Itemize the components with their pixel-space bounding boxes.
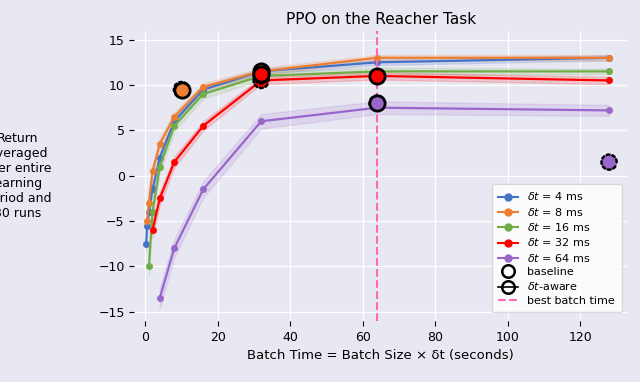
Y-axis label: Return
averaged
over entire
learning
period and
30 runs: Return averaged over entire learning per… bbox=[0, 132, 52, 220]
X-axis label: Batch Time = Batch Size × δt (seconds): Batch Time = Batch Size × δt (seconds) bbox=[248, 349, 514, 362]
Legend: $\delta t$ = 4 ms, $\delta t$ = 8 ms, $\delta t$ = 16 ms, $\delta t$ = 32 ms, $\: $\delta t$ = 4 ms, $\delta t$ = 8 ms, $\… bbox=[492, 184, 621, 312]
Title: PPO on the Reacher Task: PPO on the Reacher Task bbox=[285, 11, 476, 27]
